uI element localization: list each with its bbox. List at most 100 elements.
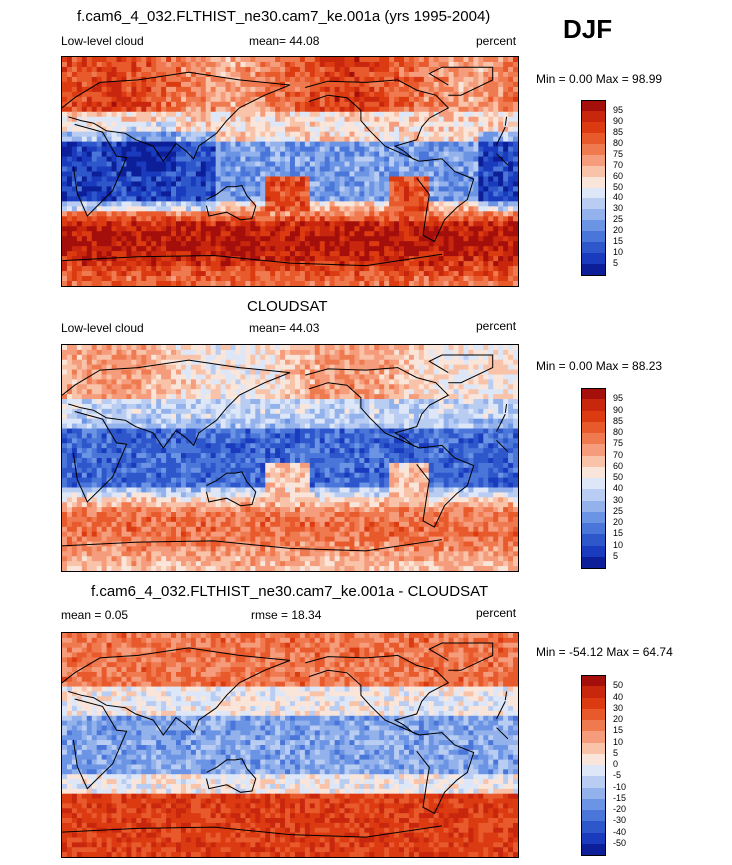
map-cell [121, 251, 128, 257]
map-cell [270, 251, 276, 257]
map-cell [453, 81, 460, 88]
map-cell [294, 101, 301, 108]
map-cell [230, 345, 237, 351]
map-cell [260, 216, 266, 222]
map-cell [349, 166, 356, 173]
map-cell [62, 71, 68, 78]
map-cell [141, 76, 147, 83]
map-cell [66, 91, 73, 98]
map-cell [195, 151, 202, 158]
map-cell [86, 161, 93, 168]
map-cell [463, 101, 470, 108]
map-cell [96, 251, 103, 257]
map-cell [255, 246, 261, 252]
map-cell [369, 206, 375, 212]
map-cell [106, 111, 113, 118]
map-cell [334, 156, 341, 163]
map-cell [379, 379, 385, 385]
map-cell [180, 151, 187, 158]
map-cell [270, 266, 276, 272]
map-cell [62, 374, 68, 380]
map-cell [344, 166, 351, 173]
map-cell [166, 136, 172, 143]
map-cell [81, 71, 88, 78]
map-cell [379, 231, 385, 237]
map-cell [408, 211, 415, 217]
map-cell [265, 266, 271, 272]
map-cell [250, 379, 256, 385]
map-cell [438, 111, 445, 118]
map-cell [408, 359, 415, 366]
map-cell [304, 374, 311, 380]
map-cell [448, 141, 455, 148]
map-cell [96, 349, 103, 356]
map-cell [230, 71, 237, 78]
map-cell [260, 186, 266, 193]
map-cell [245, 176, 251, 183]
map-cell [408, 266, 415, 272]
map-cell [96, 126, 103, 133]
map-cell [205, 121, 212, 128]
map-cell [131, 151, 137, 158]
map-cell [404, 106, 410, 113]
map-cell [225, 364, 232, 371]
map-cell [290, 186, 296, 193]
map-cell [394, 261, 400, 267]
map-cell [146, 374, 152, 380]
map-cell [230, 161, 237, 168]
map-cell [468, 216, 474, 222]
map-cell [250, 116, 256, 123]
map-cell [408, 101, 415, 108]
map-cell [101, 266, 108, 272]
map-cell [428, 266, 435, 272]
map-cell [275, 266, 281, 272]
map-cell [66, 96, 73, 103]
map-cell [513, 181, 518, 188]
map-cell [106, 126, 113, 133]
map-cell [458, 364, 465, 371]
map-cell [498, 71, 504, 78]
map-cell [76, 276, 83, 282]
map-cell [111, 221, 118, 227]
map-cell [146, 136, 152, 143]
map-cell [151, 281, 157, 286]
map-cell [354, 96, 360, 103]
map-cell [101, 91, 108, 98]
map-cell [260, 191, 266, 197]
map-cell [265, 281, 271, 286]
map-cell [275, 91, 281, 98]
map-cell [230, 176, 237, 183]
map-cell [96, 221, 103, 227]
map-cell [364, 231, 370, 237]
map-cell [205, 81, 212, 88]
map-cell [294, 221, 301, 227]
map-cell [235, 166, 242, 173]
map-cell [131, 66, 137, 73]
map-cell [76, 136, 83, 143]
map-cell [379, 171, 385, 178]
map-cell [478, 66, 484, 73]
map-cell [225, 71, 232, 78]
map-cell [389, 101, 395, 108]
map-cell [364, 276, 370, 282]
map-cell [250, 266, 256, 272]
map-cell [354, 236, 360, 242]
map-cell [230, 141, 237, 148]
map-cell [176, 345, 182, 351]
map-cell [235, 186, 242, 193]
map-cell [418, 126, 425, 133]
map-cell [151, 86, 157, 93]
map-cell [339, 251, 346, 257]
map-cell [473, 136, 479, 143]
map-cell [255, 369, 261, 376]
map-cell [339, 176, 346, 183]
map-cell [141, 196, 147, 202]
map-cell [180, 359, 187, 366]
map-cell [235, 201, 242, 207]
map-cell [180, 221, 187, 227]
map-cell [270, 161, 276, 168]
map-cell [96, 76, 103, 83]
map-cell [235, 251, 242, 257]
map-cell [96, 81, 103, 88]
map-cell [86, 221, 93, 227]
